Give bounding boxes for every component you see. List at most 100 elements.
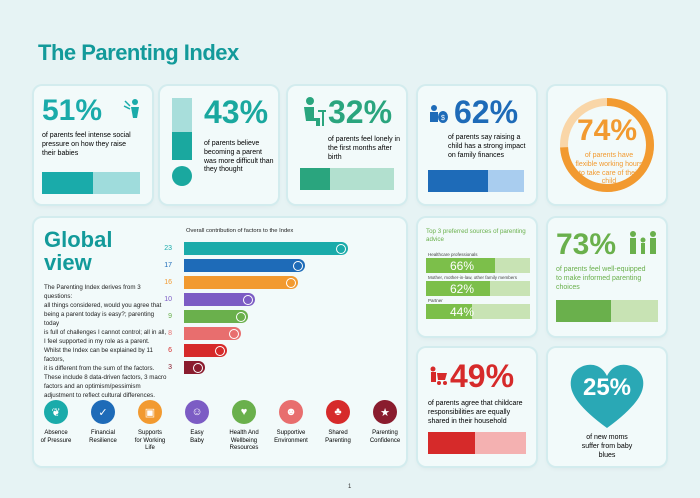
stat-card-lonely: 32% of parents feel lonely in the first … bbox=[288, 86, 406, 204]
people-icon: ☻ bbox=[279, 400, 303, 424]
stat-caption: of parents agree that childcare responsi… bbox=[428, 400, 523, 425]
stat-value: 51% bbox=[42, 94, 103, 127]
sources-title: Top 3 preferred sources of parenting adv… bbox=[426, 228, 526, 243]
stat-bar bbox=[428, 432, 526, 454]
stat-caption: of parents feel lonely in the first mont… bbox=[328, 136, 400, 161]
description-line: adjustment to reflect cultural differenc… bbox=[44, 391, 155, 399]
bar-value-label: 6 bbox=[168, 347, 172, 354]
money-bag-icon: $ bbox=[428, 104, 448, 124]
stat-bar bbox=[300, 168, 394, 190]
stat-card-difficulty: 43% of parents believe becoming a parent… bbox=[160, 86, 278, 204]
stat-caption: of parents feel intense social pressure … bbox=[42, 132, 131, 157]
progress-ring bbox=[560, 98, 654, 192]
stat-caption: of parents say raising a child has a str… bbox=[448, 134, 526, 159]
stat-value: 74% bbox=[576, 114, 638, 147]
global-view-title: Global view bbox=[44, 227, 113, 276]
factor-bar bbox=[184, 293, 256, 306]
stat-card-social-pressure: 51% of parents feel intense social press… bbox=[34, 86, 152, 204]
stat-card-baby-blues: 25% of new moms suffer from baby blues bbox=[548, 348, 666, 466]
source-value: 44% bbox=[426, 304, 474, 319]
page-number: 1 bbox=[348, 484, 352, 490]
source-value: 62% bbox=[426, 281, 491, 296]
description-line: The Parenting Index derives from 3 quest… bbox=[44, 284, 141, 300]
stat-value: 43% bbox=[204, 94, 269, 130]
source-bar: 66% bbox=[426, 258, 530, 273]
factor-label: Easy Baby bbox=[190, 430, 204, 444]
source-bar: 44% bbox=[426, 304, 530, 319]
chart-title: Overall contribution of factors to the I… bbox=[186, 228, 294, 234]
factor-bar-icon bbox=[243, 294, 254, 305]
stat-caption: of new moms suffer from baby blues bbox=[581, 434, 633, 459]
exclamation-icon bbox=[172, 98, 192, 190]
shield-icon: ✓ bbox=[91, 400, 115, 424]
factor-label: Financial Resilience bbox=[89, 430, 117, 444]
baby-icon: ☺ bbox=[185, 400, 209, 424]
heart-hand-icon: ♥ bbox=[232, 400, 256, 424]
factor-label: Supportive Environment bbox=[274, 430, 308, 444]
description-line: it is different from the sum of the fact… bbox=[44, 364, 155, 372]
factor-bar-icon bbox=[236, 311, 247, 322]
family-icon: ♣ bbox=[326, 400, 350, 424]
stat-value: 73% bbox=[556, 228, 617, 261]
stat-card-well-equipped: 73% of parents feel well-equipped to mak… bbox=[548, 218, 666, 336]
description-line: These include 8 data-driven factors, 3 m… bbox=[44, 373, 167, 381]
factor-bar-icon bbox=[229, 328, 240, 339]
factor-bar-icon bbox=[193, 362, 204, 373]
star-person-icon: ★ bbox=[373, 400, 397, 424]
factor-label: Health And Wellbeing Resources bbox=[229, 430, 259, 451]
stroller-icon bbox=[428, 366, 448, 386]
stat-card-shared-childcare: 49% of parents agree that childcare resp… bbox=[418, 348, 536, 466]
heart-icon bbox=[570, 364, 644, 428]
bar-value-label: 9 bbox=[168, 313, 172, 320]
factor-bar bbox=[184, 310, 249, 323]
family-icon bbox=[626, 230, 660, 256]
description-line: being a parent today is easy?; parenting… bbox=[44, 310, 155, 327]
factor-label: Parenting Confidence bbox=[369, 430, 401, 444]
page-title: The Parenting Index bbox=[38, 40, 239, 65]
bar-value-label: 3 bbox=[168, 364, 172, 371]
factor-label: Shared Parenting bbox=[325, 430, 351, 444]
description-line: I feel supported in my role as a parent. bbox=[44, 337, 150, 345]
stat-caption: of parents have flexible working hours t… bbox=[575, 152, 643, 186]
bar-value-label: 8 bbox=[168, 330, 172, 337]
factor-bar-icon bbox=[286, 277, 297, 288]
stat-value: 32% bbox=[328, 94, 393, 130]
stat-bar bbox=[42, 172, 140, 194]
stat-caption: of parents believe becoming a parent was… bbox=[204, 140, 274, 174]
factor-bar-icon bbox=[214, 345, 225, 356]
leaf-icon: ❦ bbox=[44, 400, 68, 424]
stat-value: 49% bbox=[450, 358, 515, 394]
global-view-description: The Parenting Index derives from 3 quest… bbox=[44, 284, 170, 401]
lonely-person-icon bbox=[300, 96, 326, 128]
factor-bar bbox=[184, 327, 242, 340]
svg-text:$: $ bbox=[441, 115, 445, 122]
source-label: Partner bbox=[428, 298, 443, 303]
stat-bar bbox=[428, 170, 524, 192]
factor-bar-icon bbox=[336, 243, 346, 254]
briefcase-icon: ▣ bbox=[138, 400, 162, 424]
bar-value-label: 23 bbox=[164, 245, 172, 252]
factor-label: Supports for Working Life bbox=[134, 430, 166, 451]
source-value: 66% bbox=[426, 258, 495, 273]
factor-bar bbox=[184, 242, 348, 255]
description-line: all things considered, would you agree t… bbox=[44, 301, 162, 309]
description-line: factors and an optimism/pessimism bbox=[44, 382, 141, 390]
description-line: is full of challenges I cannot control; … bbox=[44, 328, 167, 336]
stat-card-finances: $ 62% of parents say raising a child has… bbox=[418, 86, 536, 204]
factor-bar bbox=[184, 259, 306, 272]
stat-caption: of parents feel well-equipped to make in… bbox=[556, 266, 646, 291]
bar-value-label: 16 bbox=[164, 279, 172, 286]
factor-bar-icon bbox=[293, 260, 304, 271]
factor-bar bbox=[184, 276, 299, 289]
source-bar: 62% bbox=[426, 281, 530, 296]
stat-value: 62% bbox=[454, 94, 519, 130]
bar-value-label: 10 bbox=[164, 296, 172, 303]
stat-bar bbox=[556, 300, 658, 322]
stat-card-flexible-hours: 74% of parents have flexible working hou… bbox=[548, 86, 666, 204]
description-line: Whilst the Index can be explained by 11 … bbox=[44, 346, 153, 363]
source-label: Mother, mother-in-law, other family memb… bbox=[428, 275, 518, 280]
global-view-card: Global view The Parenting Index derives … bbox=[34, 218, 406, 466]
stat-value: 25% bbox=[582, 374, 632, 401]
bar-value-label: 17 bbox=[164, 262, 172, 269]
pressure-person-icon bbox=[122, 98, 144, 120]
